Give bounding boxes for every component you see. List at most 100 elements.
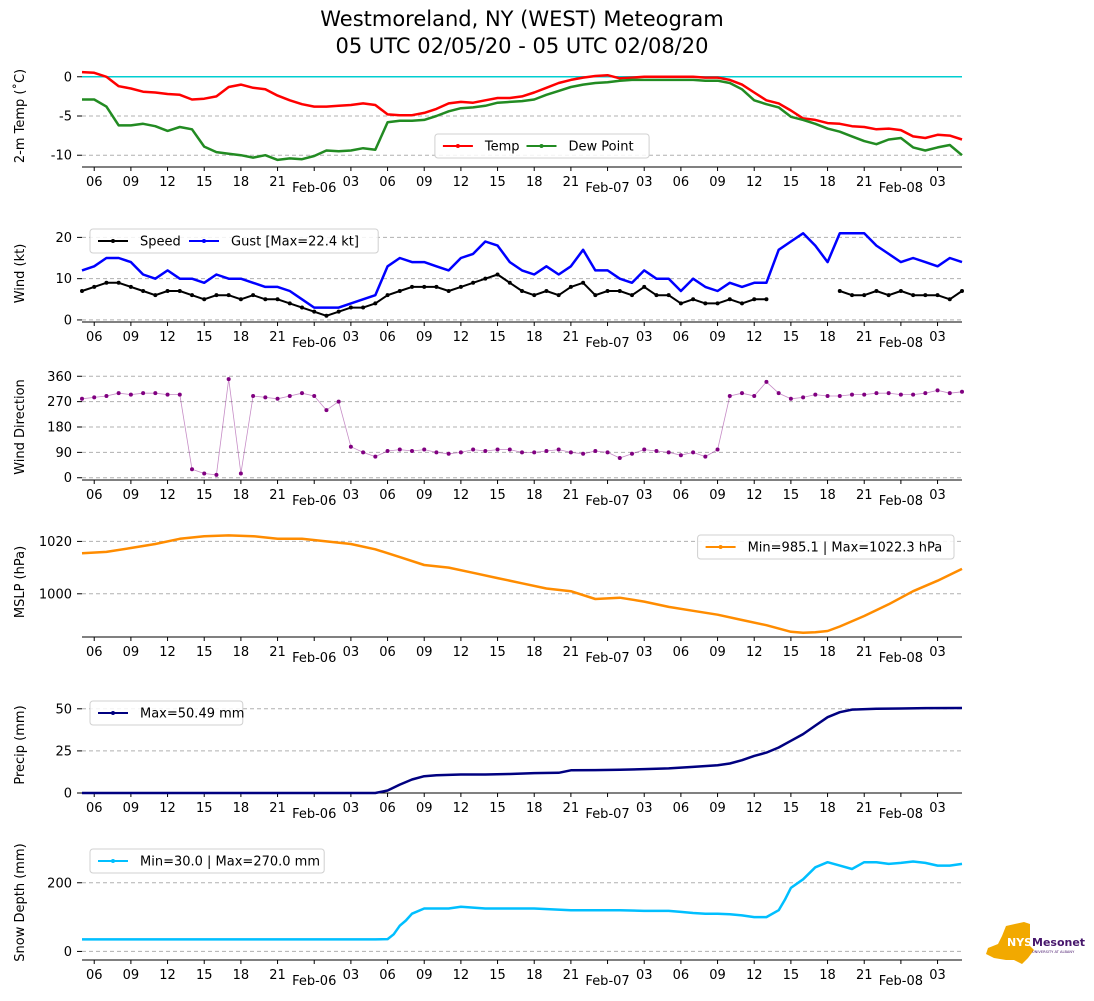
mslp-date-label: Feb-08 <box>879 651 923 666</box>
panel-wind: 0 10 20 Wind (kt) 06 09 12 15 18 21 03 06 09 12 15 18 21… <box>13 228 964 351</box>
temp-xtick-label: 15 <box>783 175 800 190</box>
temp-xtick-label: 18 <box>233 175 250 190</box>
precip-ytick-label: 50 <box>55 702 72 717</box>
wind-data-point <box>898 289 903 294</box>
wdir-xtick-label: 09 <box>709 488 726 503</box>
snow-date-label: Feb-06 <box>292 974 336 989</box>
wdir-data-point <box>837 393 842 398</box>
snow-xtick-label: 18 <box>526 968 543 983</box>
wind-data-point <box>214 293 219 298</box>
wdir-data-point <box>92 395 97 400</box>
wdir-data-point <box>190 467 194 472</box>
temp-xtick-label: 18 <box>819 175 836 190</box>
wind-legend-marker <box>111 239 115 243</box>
wind-xtick-label: 15 <box>489 330 506 345</box>
precip-xtick-label: 03 <box>929 801 946 816</box>
wind-data-point <box>911 293 916 298</box>
logo-nys-text: NYS <box>1007 936 1032 949</box>
wdir-data-point <box>740 391 744 396</box>
wind-ytick-label: 0 <box>64 313 72 328</box>
wind-xtick-label: 06 <box>673 330 690 345</box>
wdir-xtick-label: 21 <box>269 488 286 503</box>
precip-series-line-0 <box>82 706 963 795</box>
wind-data-point <box>507 280 512 285</box>
wind-data-point <box>764 297 769 302</box>
mslp-xtick-label: 15 <box>196 645 213 660</box>
wdir-data-point <box>825 393 830 398</box>
wdir-data-point <box>251 393 256 398</box>
wdir-data-point <box>263 395 268 400</box>
snow-legend-label-0: Min=30.0 | Max=270.0 mm <box>140 855 320 870</box>
wdir-data-point <box>422 447 427 452</box>
mslp-xtick-label: 09 <box>709 645 726 660</box>
wind-ylabel: Wind (kt) <box>13 244 28 304</box>
wdir-data-point <box>911 392 916 397</box>
chart-title: Westmoreland, NY (WEST) Meteogram 05 UTC… <box>0 6 1044 60</box>
mslp-xtick-label: 09 <box>416 645 433 660</box>
wind-data-point <box>556 293 561 298</box>
wdir-data-point <box>128 392 133 397</box>
wdir-ytick-label: 270 <box>47 395 72 410</box>
logo-sub-text: UNIVERSITY AT ALBANY <box>1032 950 1075 954</box>
snow-xtick-label: 15 <box>783 968 800 983</box>
wind-xtick-label: 12 <box>159 330 176 345</box>
temp-xtick-label: 15 <box>489 175 506 190</box>
wdir-data-point <box>788 396 793 401</box>
snow-ytick-label: 0 <box>64 945 72 960</box>
precip-xtick-label: 09 <box>416 801 433 816</box>
wdir-xtick-label: 09 <box>123 488 140 503</box>
wdir-xtick-label: 21 <box>563 488 580 503</box>
precip-xtick-label: 18 <box>526 801 543 816</box>
wdir-data-point <box>752 393 757 398</box>
temp-series-line-1 <box>82 78 963 162</box>
wind-data-point <box>373 301 378 306</box>
wind-data-point <box>104 280 109 285</box>
temp-xtick-label: 06 <box>673 175 690 190</box>
wdir-data-point <box>568 450 573 455</box>
precip-xtick-label: 06 <box>673 801 690 816</box>
wdir-data-point <box>312 393 317 398</box>
wind-data-point <box>348 305 353 310</box>
mslp-ytick-label: 1000 <box>39 587 72 602</box>
wind-data-point <box>422 284 427 289</box>
wind-data-point <box>238 297 243 302</box>
precip-legend-marker <box>111 711 115 715</box>
precip-xtick-label: 03 <box>636 801 653 816</box>
wdir-ytick-label: 180 <box>47 421 72 436</box>
wdir-data-point <box>495 447 500 452</box>
mslp-xtick-label: 18 <box>819 645 836 660</box>
snow-series-line-0 <box>82 860 963 941</box>
wind-xtick-label: 09 <box>709 330 726 345</box>
mslp-xtick-label: 18 <box>233 645 250 660</box>
precip-xtick-label: 12 <box>159 801 176 816</box>
wdir-data-point <box>153 391 158 396</box>
mslp-date-label: Feb-06 <box>292 651 336 666</box>
wdir-data-point <box>361 450 366 455</box>
wdir-data-point <box>691 450 696 455</box>
wdir-date-label: Feb-06 <box>292 494 336 509</box>
mslp-legend: Min=985.1 | Max=1022.3 hPa <box>697 534 955 560</box>
wind-data-point <box>226 293 231 298</box>
wind-data-point <box>128 284 133 289</box>
wind-data-point <box>850 293 854 298</box>
temp-xtick-label: 09 <box>416 175 433 190</box>
temp-xtick-label: 09 <box>123 175 140 190</box>
wdir-data-point <box>923 391 928 396</box>
precip-xtick-label: 18 <box>819 801 836 816</box>
wdir-data-point <box>483 448 488 453</box>
temp-ytick-label: -5 <box>59 110 72 125</box>
wind-xtick-label: 12 <box>453 330 470 345</box>
wdir-ylabel: Wind Direction <box>13 379 28 475</box>
wdir-data-point <box>715 447 720 452</box>
precip-xtick-label: 06 <box>379 801 396 816</box>
wdir-data-point <box>434 450 439 455</box>
mslp-series-line-0 <box>81 534 963 635</box>
wdir-ytick-label: 90 <box>55 446 72 461</box>
precip-xtick-label: 15 <box>783 801 800 816</box>
mslp-xtick-label: 12 <box>746 645 763 660</box>
precip-xtick-label: 03 <box>343 801 360 816</box>
temp-ytick-label: 0 <box>64 70 72 85</box>
mslp-legend-box <box>697 534 955 560</box>
snow-xtick-label: 21 <box>563 968 580 983</box>
temp-legend-label-0: Temp <box>484 140 520 155</box>
